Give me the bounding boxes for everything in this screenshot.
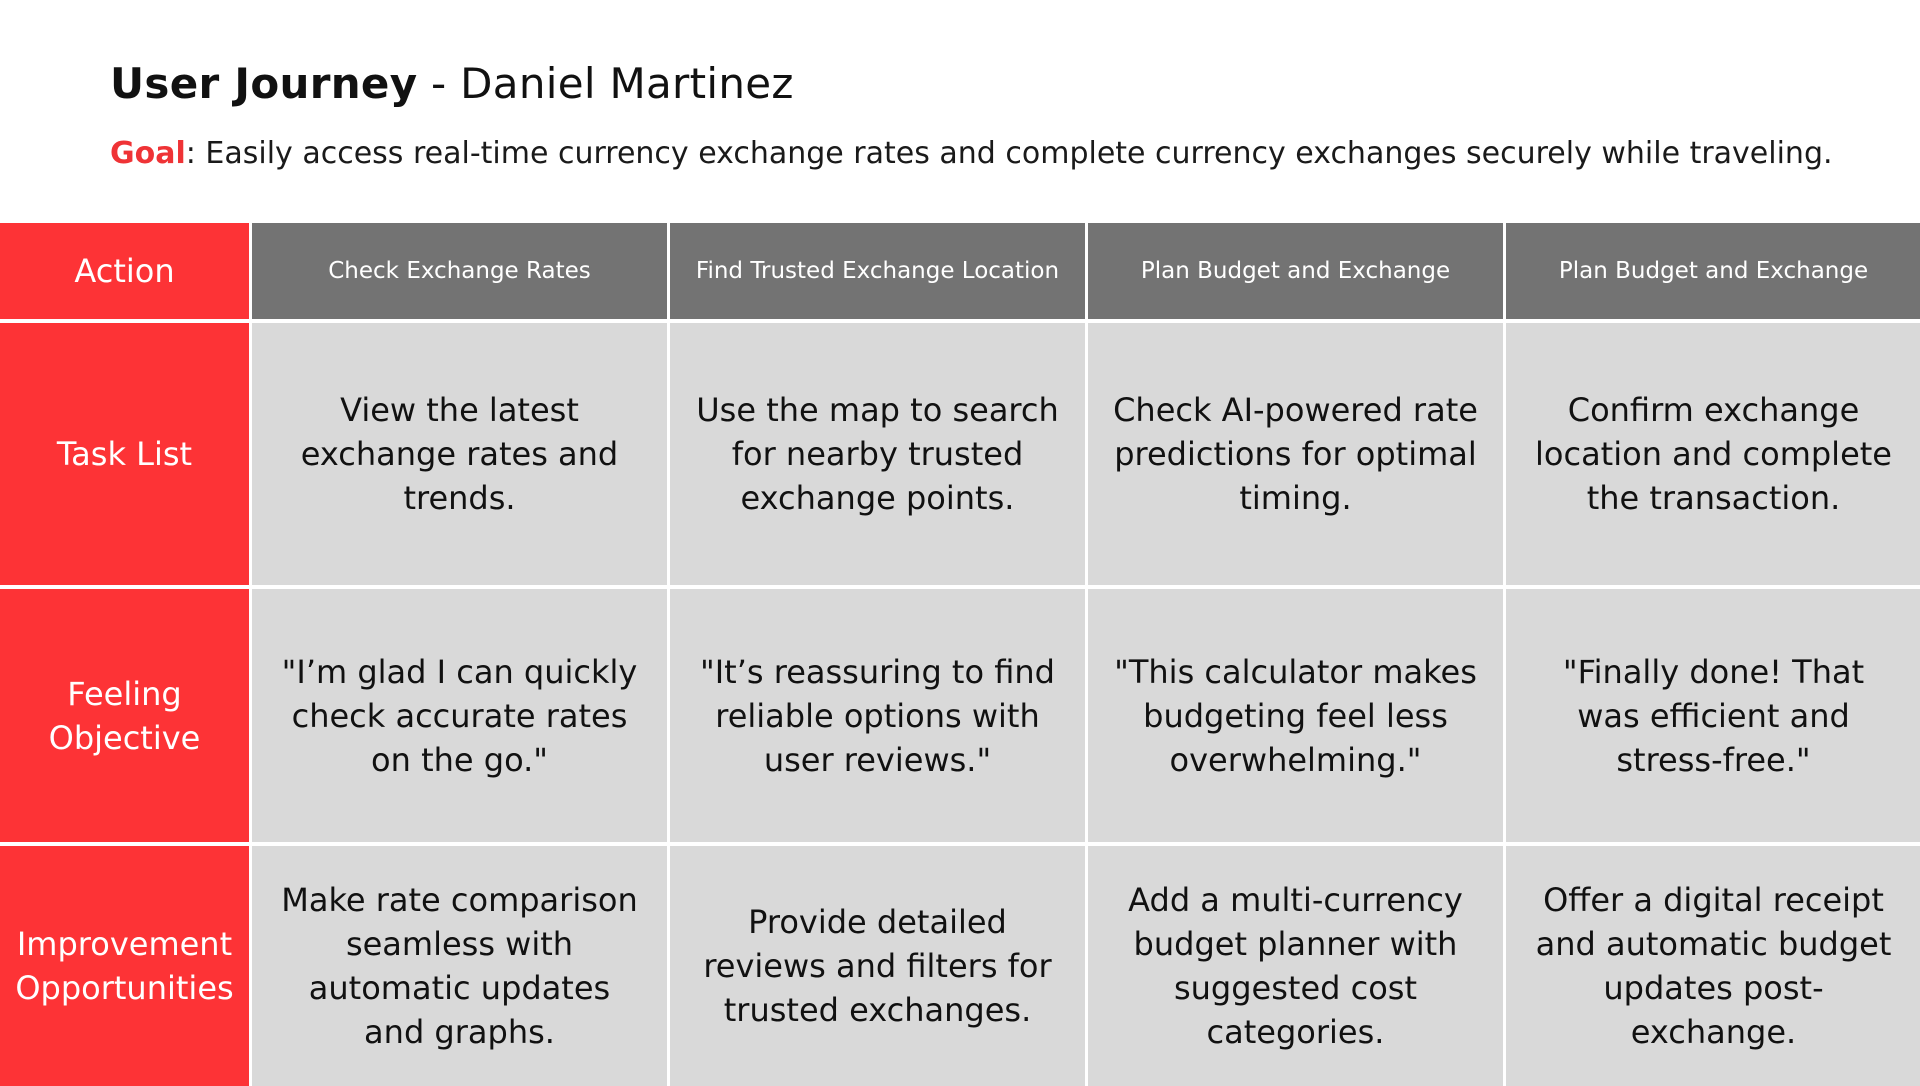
improvement-cell-1: Make rate comparison seamless with autom… bbox=[252, 846, 667, 1086]
feeling-cell-4: "Finally done! That was efficient and st… bbox=[1506, 589, 1920, 842]
feeling-cell-3: "This calculator makes budgeting feel le… bbox=[1088, 589, 1503, 842]
row-label-task-list: Task List bbox=[0, 323, 249, 585]
task-cell-2: Use the map to search for nearby trusted… bbox=[670, 323, 1085, 585]
goal-statement: Goal: Easily access real-time currency e… bbox=[110, 134, 1880, 174]
improvement-cell-2: Provide detailed reviews and filters for… bbox=[670, 846, 1085, 1086]
action-stage-3: Plan Budget and Exchange bbox=[1088, 223, 1503, 319]
feeling-cell-2: "It’s reassuring to find reliable option… bbox=[670, 589, 1085, 842]
row-label-action: Action bbox=[0, 223, 249, 319]
title-persona: - Daniel Martinez bbox=[417, 59, 794, 108]
goal-label: Goal bbox=[110, 136, 186, 171]
improvement-cell-3: Add a multi-currency budget planner with… bbox=[1088, 846, 1503, 1086]
row-label-feeling: Feeling Objective bbox=[0, 589, 249, 842]
row-label-improvement: Improvement Opportunities bbox=[0, 846, 249, 1086]
task-cell-4: Confirm exchange location and complete t… bbox=[1506, 323, 1920, 585]
title-bold: User Journey bbox=[110, 59, 418, 108]
feeling-cell-1: "I’m glad I can quickly check accurate r… bbox=[252, 589, 667, 842]
action-stage-4: Plan Budget and Exchange bbox=[1506, 223, 1920, 319]
improvement-cell-4: Offer a digital receipt and automatic bu… bbox=[1506, 846, 1920, 1086]
goal-text: : Easily access real-time currency excha… bbox=[185, 136, 1833, 171]
action-stage-2: Find Trusted Exchange Location bbox=[670, 223, 1085, 319]
action-stage-1: Check Exchange Rates bbox=[252, 223, 667, 319]
journey-table: Action Check Exchange Rates Find Trusted… bbox=[0, 223, 1920, 1086]
task-cell-3: Check AI-powered rate predictions for op… bbox=[1088, 323, 1503, 585]
page-title: User Journey - Daniel Martinez bbox=[110, 56, 1880, 112]
task-cell-1: View the latest exchange rates and trend… bbox=[252, 323, 667, 585]
page-header: User Journey - Daniel Martinez Goal: Eas… bbox=[110, 56, 1880, 174]
